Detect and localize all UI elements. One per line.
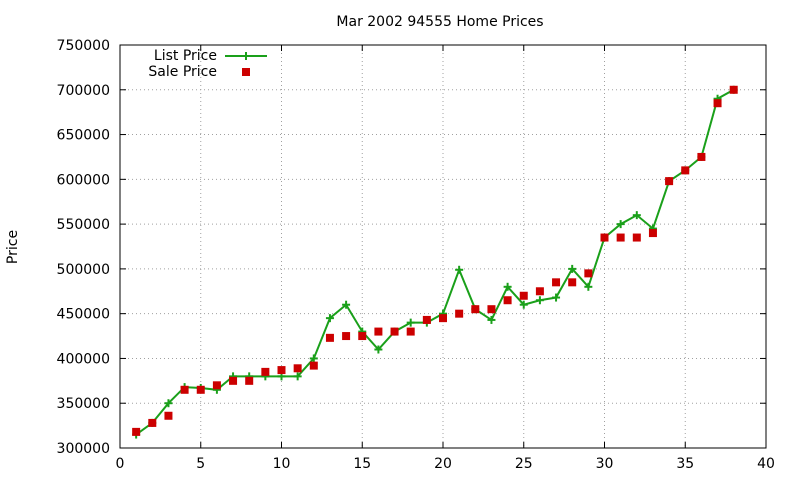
legend-label-list-price: List Price [154, 48, 217, 64]
series-line [135, 88, 735, 436]
data-point [503, 282, 512, 291]
x-tick-label: 40 [757, 456, 775, 472]
chart-title: Mar 2002 94555 Home Prices [336, 14, 543, 30]
data-point [196, 385, 205, 394]
data-point [632, 233, 641, 242]
data-point [471, 305, 480, 314]
data-point [568, 264, 577, 273]
data-point [632, 211, 641, 220]
data-point [519, 291, 528, 300]
data-point [229, 376, 238, 385]
data-point [455, 265, 464, 274]
data-point [487, 305, 496, 314]
x-tick-label: 10 [273, 456, 291, 472]
data-point [487, 315, 496, 324]
data-point [148, 418, 157, 427]
y-axis-label: Price [5, 230, 21, 264]
data-point [568, 278, 577, 287]
data-point [552, 293, 561, 302]
series-sale-price [132, 85, 738, 436]
data-point [681, 166, 690, 175]
data-point [374, 345, 383, 354]
data-point [325, 314, 334, 323]
data-point [600, 233, 609, 242]
data-point [309, 354, 318, 363]
data-point [390, 327, 399, 336]
series-list-price [132, 85, 738, 439]
legend-label-sale-price: Sale Price [148, 64, 217, 80]
data-point [665, 177, 674, 186]
data-point [261, 367, 270, 376]
y-tick-label: 550000 [57, 217, 110, 233]
data-point [713, 99, 722, 108]
legend-marker-sale-price [242, 68, 250, 76]
data-point [374, 327, 383, 336]
data-point [293, 372, 302, 381]
data-point [503, 296, 512, 305]
legend-marker-list-price [242, 52, 250, 60]
data-point [245, 376, 254, 385]
data-point [455, 309, 464, 318]
data-point [552, 278, 561, 287]
data-point [535, 296, 544, 305]
data-point [277, 366, 286, 375]
axis-ticks: 0 5 10 15 20 25 30 35 40 300000 350000 400000 450000… [57, 38, 775, 472]
data-point [293, 364, 302, 373]
legend: List Price Sale Price [148, 48, 267, 80]
data-point [325, 333, 334, 342]
data-point [729, 85, 738, 94]
data-point [584, 269, 593, 278]
x-tick-label: 35 [676, 456, 694, 472]
data-point [164, 411, 173, 420]
x-tick-label: 20 [434, 456, 452, 472]
y-tick-label: 400000 [57, 351, 110, 367]
x-tick-label: 15 [353, 456, 371, 472]
data-point [697, 152, 706, 161]
data-point [616, 233, 625, 242]
y-tick-label: 700000 [57, 83, 110, 99]
data-point [132, 427, 141, 436]
y-tick-label: 500000 [57, 262, 110, 278]
data-point [342, 300, 351, 309]
y-tick-label: 300000 [57, 441, 110, 457]
data-point [616, 220, 625, 229]
data-point [648, 229, 657, 238]
y-tick-label: 650000 [57, 128, 110, 144]
x-tick-label: 0 [116, 456, 125, 472]
data-point [439, 314, 447, 323]
y-tick-label: 450000 [57, 307, 110, 323]
data-point [406, 318, 415, 327]
data-point [212, 381, 221, 390]
data-point [164, 399, 173, 408]
data-point [422, 315, 431, 324]
data-point [519, 300, 528, 309]
legend-symbol [242, 52, 250, 60]
data-point [535, 287, 544, 296]
data-point [584, 282, 593, 291]
x-tick-label: 30 [596, 456, 614, 472]
y-tick-label: 750000 [57, 38, 110, 54]
legend-symbol [242, 68, 250, 76]
data-point [342, 332, 351, 341]
x-tick-label: 5 [196, 456, 205, 472]
x-tick-label: 25 [515, 456, 533, 472]
data-point [406, 327, 415, 336]
data-point [180, 385, 189, 394]
data-point [309, 361, 318, 370]
series [132, 85, 738, 439]
data-point [358, 332, 367, 341]
y-tick-label: 600000 [57, 172, 110, 188]
y-tick-label: 350000 [57, 396, 110, 412]
